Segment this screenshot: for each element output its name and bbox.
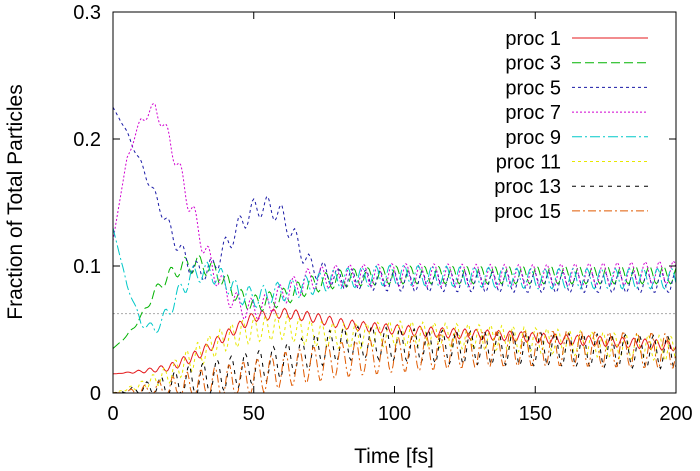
legend-label: proc 3: [505, 53, 561, 75]
legend-label: proc 5: [505, 77, 561, 99]
legend-label: proc 15: [494, 201, 561, 223]
series-line-proc-3: [112, 254, 677, 349]
legend-label: proc 13: [494, 176, 561, 198]
series-line-proc-5: [112, 107, 677, 294]
x-tick-label: 50: [243, 403, 265, 425]
plot-frame: [112, 11, 677, 394]
y-tick-label: 0.1: [73, 256, 101, 278]
legend-label: proc 9: [505, 127, 561, 149]
y-tick-label: 0.2: [73, 129, 101, 151]
legend-label: proc 1: [505, 28, 561, 50]
legend-label: proc 7: [505, 102, 561, 124]
series-line-proc-15: [112, 331, 677, 394]
axis-ticks: 0 50 100 150 200 0 0.1 0.2 0.3: [73, 2, 693, 425]
series-line-proc-7: [112, 102, 677, 321]
y-tick-label: 0.3: [73, 2, 101, 24]
series-line-proc-13: [112, 324, 677, 394]
x-tick-label: 150: [519, 403, 552, 425]
legend-label: proc 11: [496, 152, 561, 174]
y-axis-title: Fraction of Total Particles: [4, 84, 27, 319]
x-tick-label: 200: [659, 403, 692, 425]
series-line-proc-9: [112, 227, 677, 334]
x-tick-label: 0: [107, 403, 118, 425]
x-axis-title: Time [fs]: [354, 445, 434, 468]
x-tick-label: 100: [378, 403, 411, 425]
series-line-proc-1: [112, 307, 677, 375]
plot-lines: [112, 102, 677, 394]
y-tick-label: 0: [90, 383, 101, 405]
